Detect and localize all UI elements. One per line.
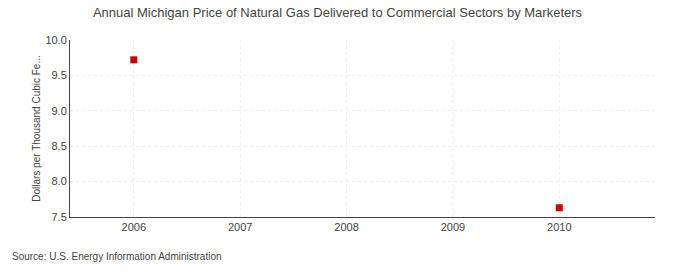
svg-text:9.0: 9.0: [52, 105, 67, 117]
svg-text:8.5: 8.5: [52, 140, 67, 152]
svg-text:2010: 2010: [547, 221, 571, 233]
svg-text:2006: 2006: [122, 221, 146, 233]
svg-text:8.0: 8.0: [52, 175, 67, 187]
svg-text:9.5: 9.5: [52, 69, 67, 81]
svg-text:2007: 2007: [228, 221, 252, 233]
svg-text:10.0: 10.0: [45, 34, 66, 46]
svg-text:Dollars per Thousand Cubic Fe.: Dollars per Thousand Cubic Fe...: [31, 55, 42, 202]
svg-text:Source: U.S. Energy Informatio: Source: U.S. Energy Information Administ…: [12, 251, 222, 262]
svg-text:7.5: 7.5: [52, 211, 67, 223]
svg-text:Annual Michigan Price of Natur: Annual Michigan Price of Natural Gas Del…: [93, 5, 583, 20]
svg-text:2008: 2008: [334, 221, 358, 233]
svg-text:2009: 2009: [441, 221, 465, 233]
